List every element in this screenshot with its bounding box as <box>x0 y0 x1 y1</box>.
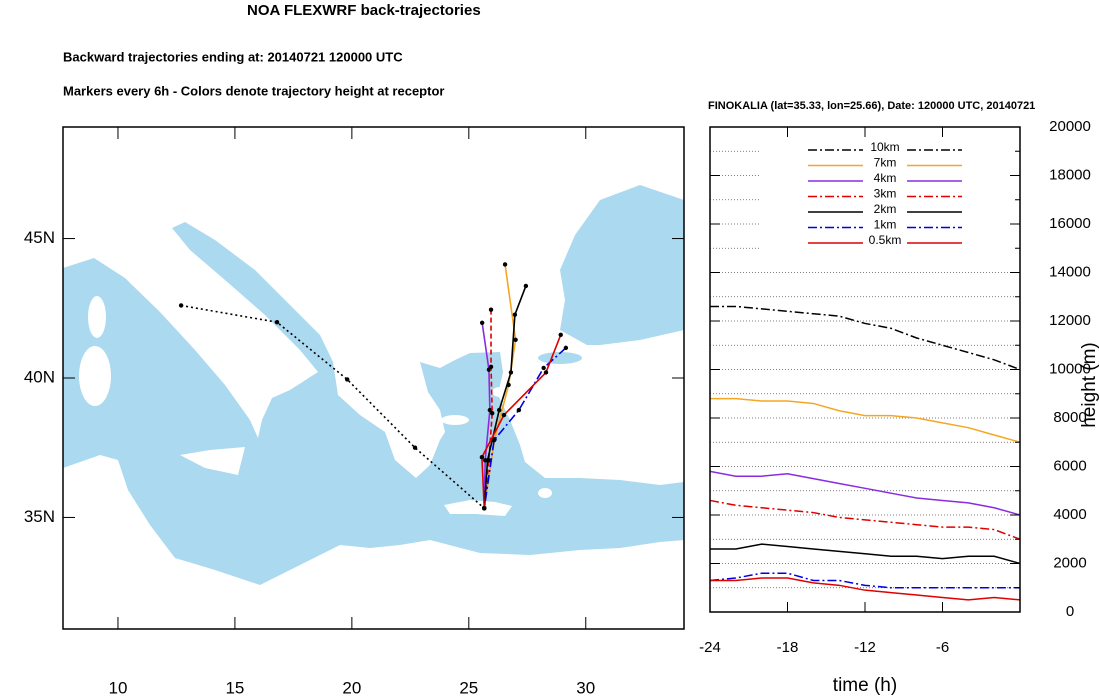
legend-label: 10km <box>870 140 899 154</box>
x-tick-label: 15 <box>225 678 244 697</box>
x-tick-label: 10 <box>109 678 128 697</box>
legend-label: 4km <box>874 171 897 185</box>
trajectory-marker <box>490 410 495 416</box>
y-tick-label: 10000 <box>1049 360 1091 377</box>
map-base <box>63 127 684 629</box>
black-sea <box>560 185 684 345</box>
legend-label: 7km <box>874 156 897 170</box>
y-axis-label: height (m) <box>1079 342 1100 428</box>
y-tick-label: 20000 <box>1049 118 1091 135</box>
y-tick-label: 40N <box>24 367 55 386</box>
trajectory-marker <box>508 370 514 375</box>
trajectory-marker <box>479 455 485 460</box>
trajectory-marker <box>512 312 518 317</box>
x-tick-label: 30 <box>576 678 595 697</box>
trajectory-marker <box>523 283 529 289</box>
kefalonia <box>359 396 371 404</box>
y-tick-label: 45N <box>24 228 55 247</box>
euboea <box>441 415 469 425</box>
trajectory-marker <box>497 407 502 413</box>
trajectory-marker <box>412 445 418 450</box>
legend-bg <box>760 140 1015 252</box>
legend-label: 3km <box>874 187 897 201</box>
trajectory-marker <box>344 377 350 382</box>
trajectory-marker <box>502 262 508 267</box>
line <box>710 577 1021 601</box>
line <box>709 499 1021 540</box>
crete <box>444 500 512 516</box>
trajectory-marker <box>501 412 507 418</box>
x-tick-label: -12 <box>854 639 876 656</box>
line <box>709 572 1020 589</box>
trajectory-marker <box>479 320 485 325</box>
trajectory-marker <box>178 303 184 308</box>
trajectory-marker <box>487 407 493 413</box>
annotation: Markers every 6h - Colors denote traject… <box>63 83 444 98</box>
y-tick-label: 12000 <box>1049 312 1091 329</box>
y-tick-label: 16000 <box>1049 215 1091 232</box>
x-tick-label: 20 <box>342 678 361 697</box>
x-tick-label: 25 <box>459 678 478 697</box>
y-tick-label: 2000 <box>1053 554 1086 571</box>
trajectory-marker <box>482 506 487 511</box>
trajectory-marker <box>563 345 569 351</box>
trajectory-marker <box>488 307 494 312</box>
legend-label: 0.5km <box>869 233 902 247</box>
line <box>710 305 1021 371</box>
y-tick-label: 14000 <box>1049 263 1091 280</box>
trajectory-marker <box>558 332 563 337</box>
corsica <box>88 296 106 338</box>
y-tick-label: 0 <box>1066 603 1074 620</box>
line <box>709 470 1021 516</box>
trajectory <box>483 285 527 509</box>
subtitle: Backward trajectories ending at: 2014072… <box>63 49 403 64</box>
y-tick-label: 4000 <box>1053 506 1086 523</box>
rhodes <box>538 488 552 498</box>
trajectory-marker <box>543 370 549 375</box>
map-layer <box>178 262 569 511</box>
trajectory-marker <box>513 337 518 342</box>
y-tick-label: 6000 <box>1053 457 1086 474</box>
sicily <box>180 447 245 475</box>
trajectory-marker <box>488 364 494 370</box>
line <box>710 397 1021 443</box>
trajectory-marker <box>485 458 490 463</box>
trajectory-marker <box>274 320 280 325</box>
legend-label: 1km <box>874 218 897 232</box>
line <box>710 543 1021 565</box>
x-tick-label: -18 <box>777 639 799 656</box>
y-tick-label: 8000 <box>1053 409 1086 426</box>
y-tick-label: 18000 <box>1049 166 1091 183</box>
x-axis-label: time (h) <box>833 675 897 696</box>
marmara-sea <box>538 352 582 364</box>
panel-title: FINOKALIA (lat=35.33, lon=25.66), Date: … <box>708 100 1035 112</box>
x-tick-label: -6 <box>936 639 949 656</box>
x-tick-label: -24 <box>699 639 721 656</box>
y-tick-label: 35N <box>24 507 55 526</box>
sea <box>63 222 684 585</box>
title: NOA FLEXWRF back-trajectories <box>247 2 481 19</box>
trajectory-marker <box>491 437 497 443</box>
trajectory-marker <box>541 365 546 371</box>
sardinia <box>79 346 111 406</box>
legend-label: 2km <box>874 202 897 216</box>
trajectory-marker <box>516 407 522 413</box>
